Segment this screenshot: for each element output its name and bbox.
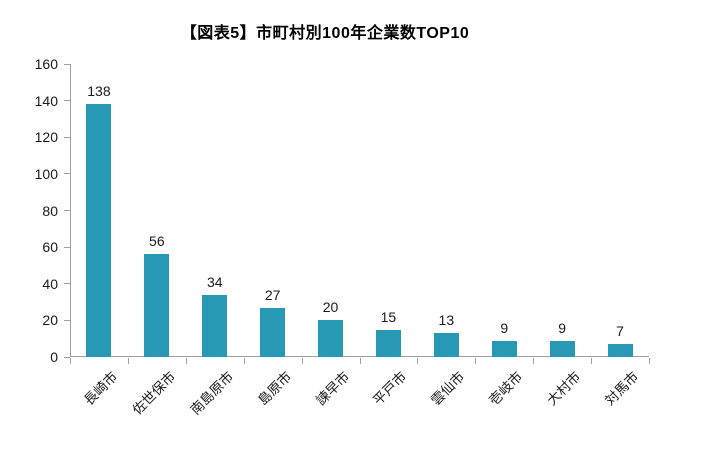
x-axis-tick [127, 358, 129, 364]
bar-value-label: 13 [438, 312, 455, 328]
bar-value-label: 138 [87, 83, 111, 99]
y-axis-tick [64, 283, 70, 285]
y-axis-tick [64, 319, 70, 321]
bar [375, 330, 401, 357]
bar [202, 295, 228, 357]
bar [86, 104, 112, 357]
x-axis-tick [185, 358, 187, 364]
y-axis-tick [64, 356, 70, 358]
bar-value-label: 20 [322, 299, 339, 315]
x-axis-tick [301, 358, 303, 364]
y-axis-tick [64, 246, 70, 248]
y-axis-tick [64, 136, 70, 138]
bar-value-label: 56 [149, 233, 165, 249]
y-axis-tick-label: 40 [42, 275, 58, 292]
bar-chart: 【図表5】市町村別100年企業数TOP10 0 20 40 60 80 100 120 140… [34, 25, 650, 418]
y-axis-tick-label: 120 [34, 129, 58, 146]
bar [433, 333, 459, 357]
y-axis-tick-label: 80 [42, 202, 58, 219]
y-axis-tick-label: 0 [50, 349, 58, 365]
x-axis-tick [359, 358, 361, 364]
y-axis-tick-label: 60 [42, 239, 58, 256]
y-axis-tick [64, 210, 70, 211]
bar [607, 344, 633, 357]
bar-value-label: 9 [558, 320, 567, 336]
bar-value-label: 27 [264, 287, 281, 303]
y-axis-tick [64, 173, 70, 175]
x-axis-tick [70, 358, 71, 364]
bar [260, 308, 286, 357]
y-axis-tick-label: 140 [34, 92, 58, 109]
bar-value-label: 9 [500, 320, 509, 336]
x-axis-tick [533, 358, 535, 364]
x-axis-tick [591, 358, 593, 364]
x-axis-tick [243, 358, 245, 364]
x-axis-tick [417, 358, 419, 364]
y-axis-tick-label: 20 [42, 312, 58, 329]
y-axis-tick-label: 100 [34, 165, 58, 182]
bar [144, 254, 170, 357]
bar-value-label: 7 [616, 323, 624, 339]
bar [318, 320, 344, 357]
bar-value-label: 15 [380, 309, 397, 325]
x-axis-tick [475, 358, 477, 364]
x-axis-tick [649, 358, 650, 364]
y-axis-tick [64, 100, 70, 102]
bar [549, 341, 575, 357]
bar [491, 341, 517, 357]
plot-area [70, 64, 649, 357]
y-axis-tick [64, 63, 70, 65]
y-axis-tick-label: 160 [34, 56, 58, 72]
bar-value-label: 34 [206, 274, 223, 290]
chart-title: 【図表5】市町村別100年企業数TOP10 [180, 25, 470, 42]
